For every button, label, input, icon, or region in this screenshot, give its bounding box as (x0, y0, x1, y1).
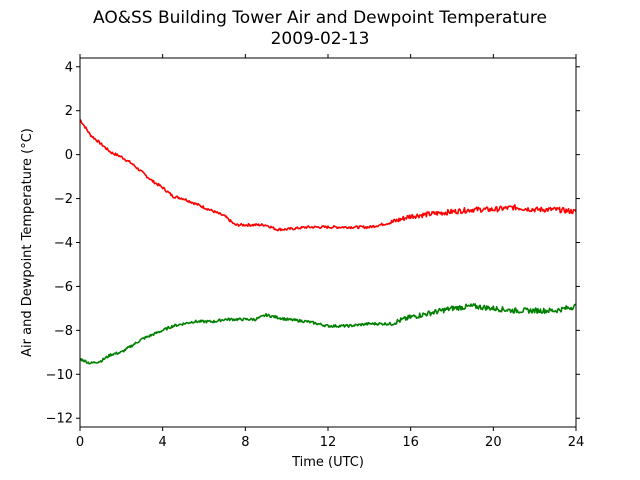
x-tick-label: 12 (320, 435, 337, 450)
series-group (79, 119, 577, 365)
y-tick-label: −2 (54, 192, 73, 207)
y-tick-label: 4 (65, 60, 73, 75)
plot-area-frame (79, 57, 577, 428)
y-tick-label: −8 (54, 324, 73, 339)
x-tick-label: 0 (76, 435, 84, 450)
y-tick-label: −4 (54, 236, 73, 251)
y-axis-label: Air and Dewpoint Temperature (°C) (20, 128, 35, 357)
y-tick-label: −6 (54, 280, 73, 295)
series-line-0 (79, 119, 577, 232)
x-tick-label: 16 (402, 435, 419, 450)
x-tick-label: 24 (568, 435, 585, 450)
chart-subtitle: 2009-02-13 (270, 29, 370, 49)
x-tick-label: 4 (159, 435, 167, 450)
chart-title: AO&SS Building Tower Air and Dewpoint Te… (92, 8, 547, 28)
y-tick-label: 2 (65, 104, 73, 119)
x-tick-label: 20 (485, 435, 502, 450)
series-line-1 (79, 303, 577, 365)
y-tick-label: −12 (46, 412, 73, 427)
y-tick-label: 0 (65, 148, 73, 163)
x-tick-label: 8 (241, 435, 249, 450)
x-axis-label: Time (UTC) (291, 455, 364, 470)
y-tick-label: −10 (46, 368, 73, 383)
